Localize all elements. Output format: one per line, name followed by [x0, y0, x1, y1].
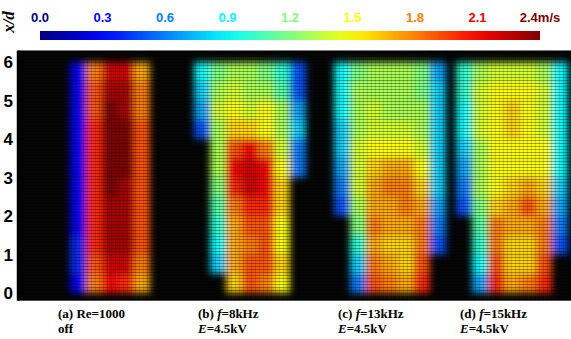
- colorbar: [40, 31, 540, 40]
- colorbar-tick-label: 0.3: [93, 10, 111, 25]
- chart: 0 1 2 3 4 5 6 x/d 0.0 0.3 0.6 0.9 1.2 1.5 1.8 2.1 2.4m/s…: [0, 0, 571, 339]
- y-tick-label: 1: [4, 246, 13, 265]
- colorbar-tick-label: 1.5: [343, 10, 361, 25]
- y-tick: [18, 292, 23, 294]
- y-tick: [18, 215, 23, 217]
- y-tick: [18, 138, 23, 140]
- colorbar-tick-label: 0.9: [218, 10, 236, 25]
- caption-part: (c): [338, 306, 356, 321]
- y-tick: [18, 177, 23, 179]
- panel-caption: E=4.5kV: [197, 321, 248, 336]
- caption-part: =8kHz: [221, 306, 258, 321]
- caption-part: (d): [460, 306, 479, 321]
- y-tick: [18, 254, 23, 256]
- caption-part: =15kHz: [483, 306, 527, 321]
- y-tick-label: 2: [4, 207, 13, 226]
- colorbar-tick-label: 1.8: [406, 10, 424, 25]
- field-background: [18, 51, 571, 301]
- caption-variable: E: [337, 321, 347, 336]
- panel-caption: off: [58, 321, 74, 336]
- colorbar-tick-label: 1.2: [281, 10, 299, 25]
- caption-part: =4.5kV: [207, 321, 248, 336]
- y-tick: [18, 61, 23, 63]
- vector-overlay: [18, 51, 571, 301]
- panel-caption: E=4.5kV: [459, 321, 510, 336]
- y-axis-title: x/d: [0, 11, 18, 34]
- panel-caption: (d) f=15kHz: [460, 306, 527, 321]
- panel-caption: (b) f=8kHz: [198, 306, 259, 321]
- caption-part: =4.5kV: [347, 321, 388, 336]
- caption-part: =4.5kV: [469, 321, 510, 336]
- y-tick-label: 5: [4, 92, 13, 111]
- caption-variable: E: [197, 321, 207, 336]
- colorbar-tick-label: 0.0: [31, 10, 49, 25]
- colorbar-tick-label: 0.6: [156, 10, 174, 25]
- y-tick-label: 6: [4, 53, 13, 72]
- colorbar-tick-label: 2.1: [468, 10, 486, 25]
- y-tick-label: 4: [4, 130, 14, 149]
- cells-clip: [18, 51, 571, 301]
- page: {"chart_data": { "type": "heatmap", "y_l…: [0, 0, 571, 339]
- caption-part: (b): [198, 306, 217, 321]
- y-tick: [18, 100, 23, 102]
- colorbar-tick-label: 2.4m/s: [520, 10, 560, 25]
- caption-part: =13kHz: [360, 306, 404, 321]
- panel-caption: (c) f=13kHz: [338, 306, 404, 321]
- caption-variable: E: [459, 321, 469, 336]
- y-tick-label: 0: [4, 284, 13, 303]
- y-tick-label: 3: [4, 169, 13, 188]
- y-axis-line: [17, 51, 20, 301]
- panel-caption: (a) Re=1000: [58, 306, 125, 321]
- panel-caption: E=4.5kV: [337, 321, 388, 336]
